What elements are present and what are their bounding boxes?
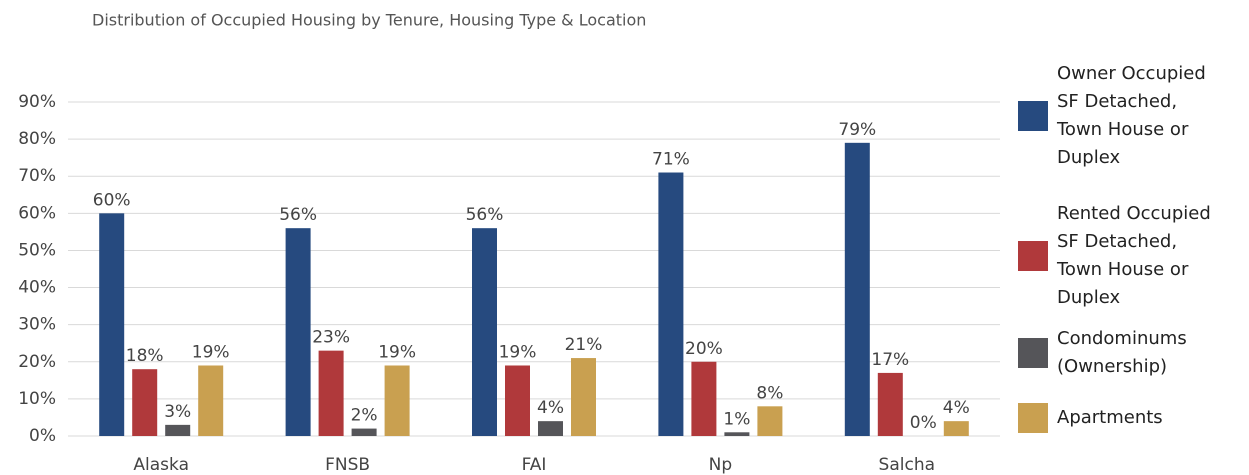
y-tick-label: 90% xyxy=(18,92,56,112)
bar xyxy=(757,406,783,436)
bar xyxy=(691,361,717,436)
bar xyxy=(285,228,311,436)
y-tick-label: 30% xyxy=(18,315,56,335)
bar xyxy=(472,228,497,436)
value-label: 79% xyxy=(838,120,876,140)
value-label: 8% xyxy=(756,383,783,403)
bar xyxy=(198,365,224,436)
y-tick-label: 50% xyxy=(18,240,56,260)
legend-item: Apartments xyxy=(1018,403,1243,433)
legend-swatch xyxy=(1018,241,1048,271)
legend-item: Owner Occupied SF Detached, Town House o… xyxy=(1018,60,1243,172)
value-label: 20% xyxy=(685,339,723,359)
x-tick-label: Alaska xyxy=(133,455,189,475)
bar xyxy=(384,365,410,436)
y-tick-label: 70% xyxy=(18,166,56,186)
bar xyxy=(132,369,158,436)
y-tick-label: 80% xyxy=(18,129,56,149)
value-label: 60% xyxy=(93,190,131,210)
x-tick-label: Np xyxy=(709,455,733,475)
x-tick-label: FNSB xyxy=(325,455,370,475)
y-tick-label: 10% xyxy=(18,389,56,409)
value-label: 19% xyxy=(192,342,230,362)
legend-item: Rented Occupied SF Detached, Town House … xyxy=(1018,200,1243,312)
bar xyxy=(844,142,870,437)
x-tick-label: FAI xyxy=(522,455,547,475)
y-tick-label: 60% xyxy=(18,203,56,223)
legend-label: Apartments xyxy=(1057,407,1163,428)
value-label: 71% xyxy=(652,150,690,170)
bar xyxy=(658,172,684,436)
y-tick-label: 20% xyxy=(18,352,56,372)
value-label: 56% xyxy=(466,205,504,225)
bar xyxy=(99,213,125,436)
value-label: 19% xyxy=(499,342,537,362)
bar xyxy=(505,365,530,436)
chart-title: Distribution of Occupied Housing by Tenu… xyxy=(92,11,646,30)
bar xyxy=(538,421,563,436)
value-label: 19% xyxy=(378,342,416,362)
value-label: 1% xyxy=(723,409,750,429)
y-tick-label: 0% xyxy=(29,426,56,446)
value-label: 18% xyxy=(126,346,164,366)
legend-swatch xyxy=(1018,101,1048,131)
bar xyxy=(724,432,750,436)
legend-label: Rented Occupied SF Detached, Town House … xyxy=(1057,203,1211,308)
value-label: 4% xyxy=(943,398,970,418)
value-label: 23% xyxy=(312,328,350,348)
value-label: 56% xyxy=(279,205,317,225)
bar xyxy=(943,421,969,436)
x-tick-label: Salcha xyxy=(879,455,935,475)
legend-swatch xyxy=(1018,338,1048,368)
value-label: 2% xyxy=(351,406,378,426)
value-label: 4% xyxy=(537,398,564,418)
bar xyxy=(351,428,377,436)
legend-label: Condominums (Ownership) xyxy=(1057,328,1187,377)
value-label: 17% xyxy=(871,350,909,370)
legend-label: Owner Occupied SF Detached, Town House o… xyxy=(1057,63,1206,168)
value-label: 21% xyxy=(565,335,603,355)
legend-item: Condominums (Ownership) xyxy=(1018,325,1243,381)
bar xyxy=(877,372,903,436)
y-tick-label: 40% xyxy=(18,278,56,298)
legend-swatch xyxy=(1018,403,1048,433)
bar xyxy=(165,424,191,436)
bar xyxy=(571,358,596,436)
value-label: 3% xyxy=(164,402,191,422)
value-label: 0% xyxy=(910,413,937,433)
bar xyxy=(318,350,344,436)
